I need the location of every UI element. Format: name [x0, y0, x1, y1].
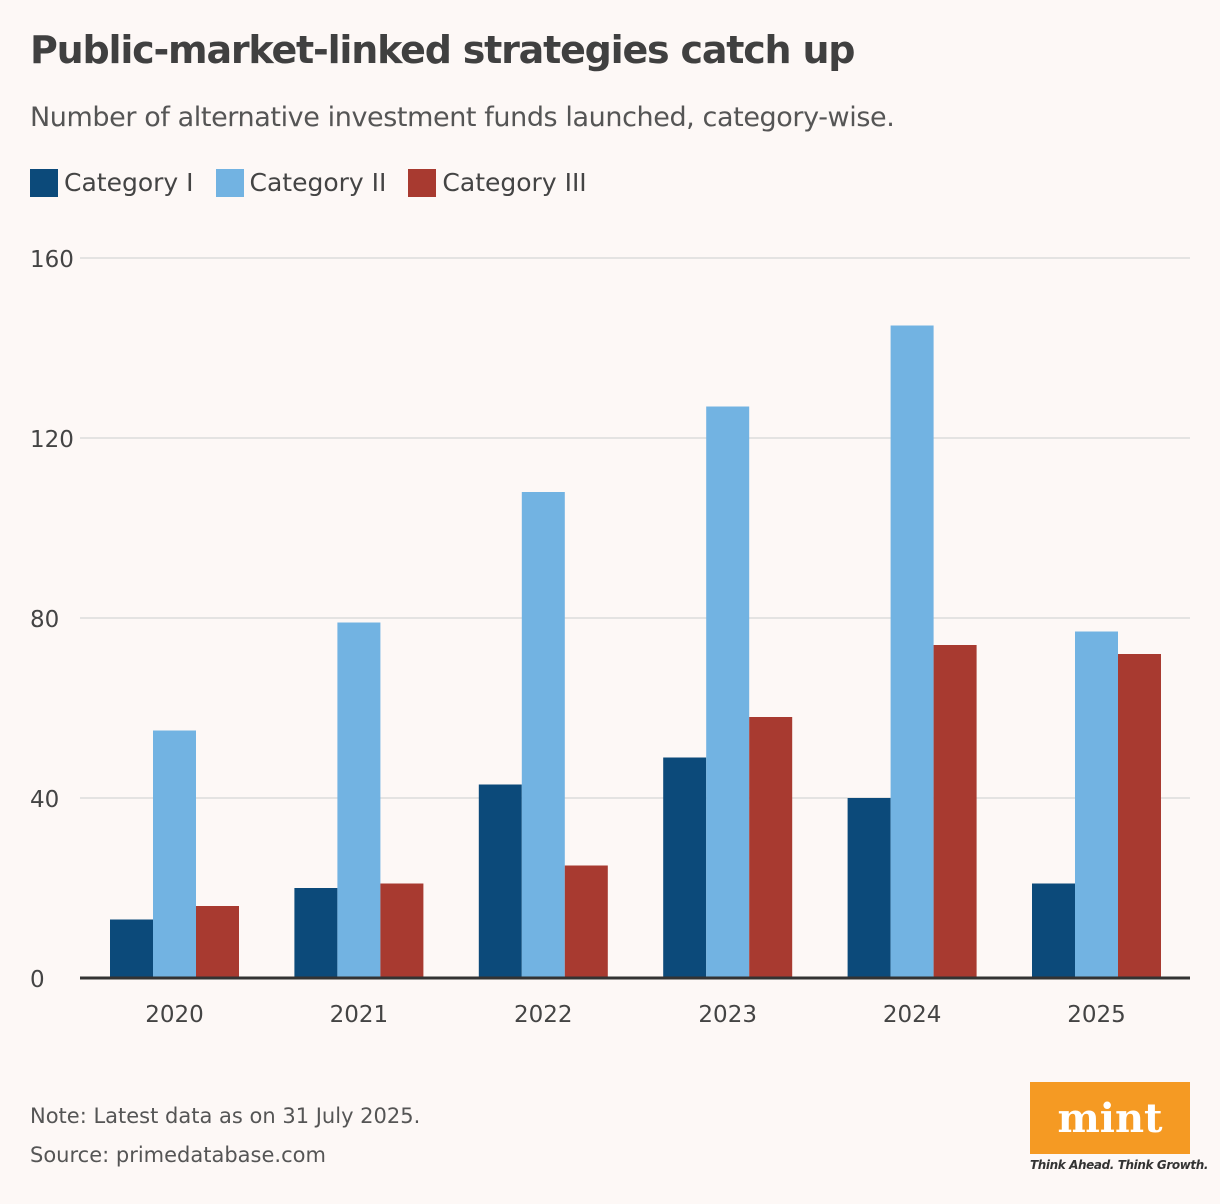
legend: Category I Category II Category III — [30, 168, 609, 197]
bar-category-i-2020 — [110, 919, 153, 978]
bar-category-iii-2021 — [380, 883, 424, 978]
bar-category-iii-2020 — [196, 906, 239, 978]
bar-category-i-2021 — [294, 888, 338, 978]
bar-category-ii-2021 — [337, 622, 381, 978]
bar-chart: 0 40 80 120 160 2020 2021 2022 2023 2024 2025 — [30, 247, 1190, 1028]
bar-category-i-2025 — [1032, 883, 1075, 978]
y-tick-label: 0 — [30, 967, 45, 993]
source-line: Source: primedatabase.com — [30, 1143, 326, 1167]
chart-title: Public-market-linked strategies catch up — [30, 28, 855, 72]
bar-category-iii-2023 — [749, 717, 793, 978]
bar-category-ii-2022 — [521, 492, 565, 978]
bar-category-ii-2020 — [153, 730, 196, 978]
bar-category-ii-2023 — [706, 406, 750, 978]
x-tick-label: 2020 — [145, 1002, 204, 1028]
bar-category-i-2022 — [478, 784, 522, 978]
x-tick-label: 2024 — [883, 1002, 942, 1028]
x-tick-label: 2022 — [514, 1002, 573, 1028]
legend-label-category-2: Category II — [249, 168, 387, 197]
mint-logo: mint — [1030, 1082, 1190, 1154]
y-tick-label: 80 — [30, 607, 59, 633]
legend-item-category-2: Category II — [215, 168, 387, 197]
bar-category-i-2023 — [663, 757, 707, 978]
y-tick-label: 40 — [30, 787, 59, 813]
bar-category-ii-2024 — [890, 325, 934, 978]
legend-swatch-category-2 — [215, 168, 244, 197]
legend-item-category-3: Category III — [408, 168, 587, 197]
bar-category-i-2024 — [847, 798, 891, 978]
chart-subtitle: Number of alternative investment funds l… — [30, 102, 895, 133]
logo-tagline: Think Ahead. Think Growth. — [1030, 1158, 1209, 1172]
bar-category-iii-2022 — [564, 865, 608, 978]
legend-label-category-3: Category III — [442, 168, 587, 197]
y-tick-label: 160 — [30, 247, 74, 273]
x-tick-label: 2021 — [330, 1002, 389, 1028]
legend-item-category-1: Category I — [30, 168, 194, 197]
legend-label-category-1: Category I — [64, 168, 194, 197]
bar-category-iii-2024 — [933, 645, 977, 978]
legend-swatch-category-1 — [30, 168, 58, 197]
y-tick-label: 120 — [30, 427, 74, 453]
footnote: Note: Latest data as on 31 July 2025. — [30, 1104, 421, 1128]
bar-category-iii-2025 — [1118, 654, 1161, 978]
legend-swatch-category-3 — [408, 168, 437, 197]
x-tick-label: 2023 — [698, 1002, 757, 1028]
x-tick-label: 2025 — [1067, 1002, 1126, 1028]
bar-category-ii-2025 — [1075, 631, 1118, 978]
